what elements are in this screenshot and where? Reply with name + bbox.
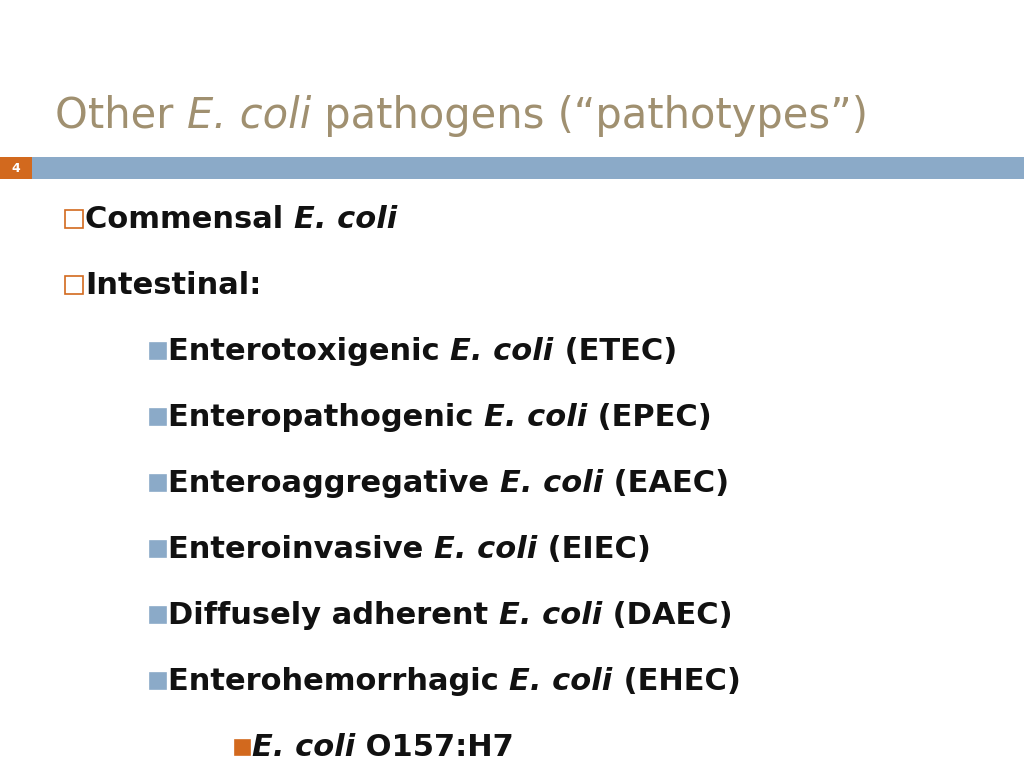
Text: (EIEC): (EIEC) [538,535,651,564]
Text: E. coli: E. coli [499,601,602,630]
Text: pathogens (“pathotypes”): pathogens (“pathotypes”) [311,95,868,137]
Text: E. coli: E. coli [484,403,587,432]
Text: E. coli: E. coli [451,337,554,366]
Bar [150,409,166,425]
Bar [150,541,166,557]
Bar [32,157,1024,179]
Text: Diffusely adherent: Diffusely adherent [168,601,499,630]
Text: E. coli: E. coli [252,733,355,762]
Text: E. coli: E. coli [434,535,538,564]
Text: Enterohemorrhagic: Enterohemorrhagic [168,667,509,696]
Bar [150,673,166,689]
Bar [150,475,166,491]
Text: Commensal: Commensal [85,205,294,234]
Text: (EHEC): (EHEC) [612,667,740,696]
Bar [150,607,166,623]
Bar [65,276,83,294]
Text: E. coli: E. coli [509,667,612,696]
Bar [234,740,250,754]
Text: Enteroinvasive: Enteroinvasive [168,535,434,564]
Text: (EPEC): (EPEC) [587,403,712,432]
Text: E. coli: E. coli [500,469,603,498]
Text: Other: Other [55,95,186,137]
Text: E. coli: E. coli [294,205,397,234]
Text: E. coli: E. coli [186,95,311,137]
Text: (EAEC): (EAEC) [603,469,729,498]
Text: Enteropathogenic: Enteropathogenic [168,403,484,432]
Text: O157:H7: O157:H7 [355,733,514,762]
Text: Intestinal:: Intestinal: [85,271,261,300]
Text: (ETEC): (ETEC) [554,337,677,366]
Bar [150,343,166,359]
Text: Enterotoxigenic: Enterotoxigenic [168,337,451,366]
Bar [0,157,32,179]
Text: Enteroaggregative: Enteroaggregative [168,469,500,498]
Text: (DAEC): (DAEC) [602,601,732,630]
Text: 4: 4 [11,161,20,174]
Bar [65,210,83,228]
